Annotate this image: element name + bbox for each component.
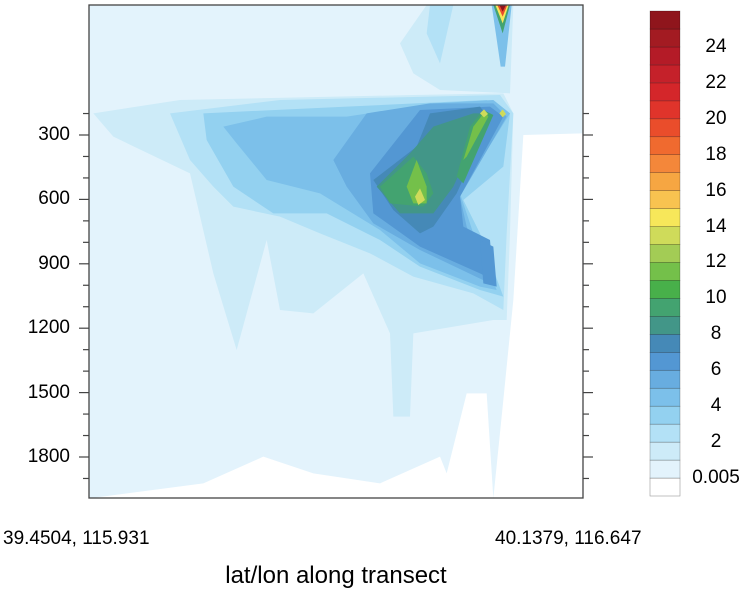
colorbar-label: 24 (705, 35, 727, 57)
colorbar-box (649, 154, 681, 173)
contour-level-10 (456, 110, 494, 184)
colorbar-box (649, 136, 681, 156)
colorbar-box (649, 351, 681, 371)
colorbar-box (649, 334, 681, 353)
x-axis-title: lat/lon along transect (225, 562, 447, 589)
colorbar-box (649, 100, 681, 120)
contour-level-0 (493, 133, 583, 499)
colorbar-label: 16 (705, 179, 727, 201)
plot-frame (88, 4, 584, 499)
colorbar-box (649, 441, 681, 461)
contour-level-5 (491, 5, 512, 67)
colorbar-label: 18 (705, 143, 727, 165)
colorbar-label: 8 (710, 323, 722, 345)
contour-level-3 (426, 5, 454, 64)
y-tick-label: 1200 (27, 317, 70, 339)
x-tick-label-end: 40.1379, 116.647 (495, 528, 642, 549)
colorbar-box (649, 423, 681, 443)
contour-level-0 (89, 393, 494, 499)
contour-level-14 (480, 109, 488, 118)
colorbar-box (649, 369, 681, 389)
colorbar-box (649, 10, 681, 30)
contour-level-12 (463, 111, 489, 160)
colorbar-box (649, 298, 681, 317)
y-tick-label: 300 (38, 124, 70, 145)
colorbar-box (649, 118, 681, 138)
colorbar-box (649, 208, 681, 227)
colorbar-label: 10 (705, 287, 727, 309)
x-tick-label-start: 39.4504, 115.931 (3, 528, 150, 549)
y-tick-label: 600 (38, 188, 70, 210)
y-tick-label: 1500 (27, 381, 70, 403)
colorbar-box (649, 244, 681, 263)
colorbar-box (649, 82, 681, 102)
colorbar-box (649, 262, 681, 281)
contour-level-7 (480, 240, 497, 287)
colorbar-box (649, 28, 681, 48)
colorbar-label: 14 (705, 215, 727, 237)
contour-field (89, 5, 583, 499)
y-tick-label: 1800 (27, 446, 70, 467)
colorbar-label: 2 (710, 431, 722, 453)
colorbar-label: 6 (710, 359, 722, 381)
colorbar-label: 4 (710, 395, 722, 417)
colorbar-box (649, 226, 681, 245)
contour-level-14 (415, 188, 425, 205)
colorbar-box (649, 405, 681, 425)
colorbar-box (649, 172, 681, 191)
colorbar-label: 20 (705, 107, 727, 129)
colorbar-box (649, 280, 681, 299)
colorbar-box (649, 387, 681, 407)
colorbar-box (649, 477, 681, 497)
colorbar-label: 0.005 (692, 467, 740, 489)
colorbar-box (649, 64, 681, 84)
colorbar-box (649, 46, 681, 66)
contour-level-26 (499, 5, 506, 12)
colorbar-label: 22 (705, 71, 727, 93)
colorbar-label: 12 (705, 251, 727, 273)
colorbar-box (649, 316, 681, 335)
colorbar-box (649, 190, 681, 209)
contour-level-14 (499, 109, 506, 118)
y-tick-label: 900 (38, 252, 70, 274)
colorbar-box (649, 459, 681, 479)
